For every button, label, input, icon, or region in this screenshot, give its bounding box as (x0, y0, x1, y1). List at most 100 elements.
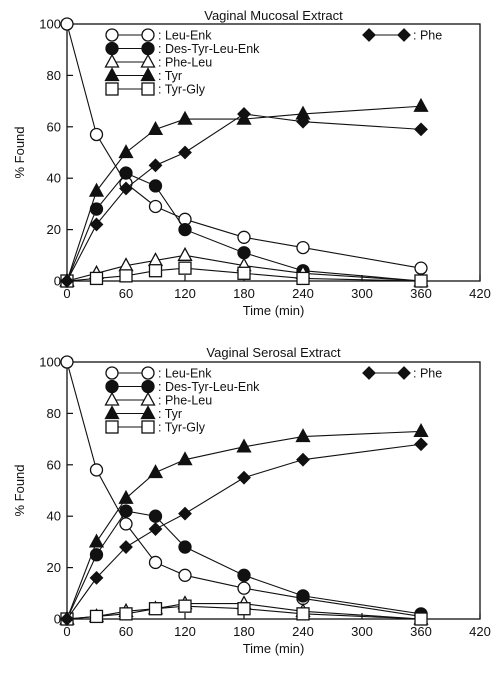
legend-marker (397, 366, 411, 380)
x-axis-label: Time (min) (243, 303, 305, 318)
data-point (237, 107, 251, 121)
legend-entry: : Phe (362, 366, 442, 381)
data-point (236, 438, 252, 453)
legend-entry: : Phe-Leu (104, 53, 212, 70)
data-point (296, 240, 310, 255)
data-point (177, 451, 193, 466)
legend-marker (141, 366, 155, 380)
data-point (178, 506, 192, 521)
data-point (178, 540, 192, 554)
data-point (118, 144, 134, 159)
y-tick-label: 20 (47, 560, 61, 575)
data-point (89, 609, 104, 624)
legend-label: : Tyr (158, 407, 182, 421)
series-line (66, 443, 422, 620)
legend-entry: : Des-Tyr-Leu-Enk (105, 41, 260, 56)
data-point (296, 271, 310, 286)
x-tick-label: 240 (292, 286, 314, 301)
x-tick-label: 60 (119, 286, 133, 301)
plot-frame (66, 23, 481, 282)
legend-label: : Tyr-Gly (158, 83, 206, 97)
data-point (413, 423, 429, 438)
x-tick-label: 360 (410, 624, 432, 639)
x-tick-label: 120 (174, 624, 196, 639)
y-tick-label: 100 (39, 355, 61, 370)
legend-entry: : Tyr-Gly (105, 420, 206, 435)
data-point (178, 568, 192, 582)
x-tick-label: 420 (469, 624, 491, 639)
data-point (237, 266, 251, 280)
data-point (148, 602, 163, 616)
data-point (414, 437, 428, 452)
legend-label: : Des-Tyr-Leu-Enk (158, 42, 260, 56)
series-line (66, 105, 422, 282)
data-point (414, 612, 428, 626)
series-Phe (60, 107, 428, 288)
legend-label: : Tyr (158, 69, 182, 83)
y-tick-label: 80 (47, 406, 61, 421)
data-point (119, 166, 133, 180)
legend-label: : Phe-Leu (158, 56, 212, 70)
series-Tyr (59, 97, 429, 287)
chart-panel-1: Vaginal Mucosal Extract 0 60 120 180 240 300 36… (12, 8, 491, 318)
legend-label: : Tyr-Gly (158, 421, 206, 435)
legend-marker (105, 366, 119, 380)
legend-marker (140, 405, 156, 420)
series-Leu-Enk (60, 355, 428, 624)
data-point (413, 97, 429, 112)
legend-marker (104, 53, 120, 68)
y-tick-label: 100 (39, 17, 61, 32)
y-axis-label: % Found (12, 464, 27, 516)
legend-entry: : Tyr (104, 405, 182, 421)
legend-marker (140, 67, 156, 82)
data-point (295, 428, 311, 443)
legend-marker (104, 391, 120, 406)
data-point (89, 217, 104, 232)
data-point (89, 127, 104, 142)
legend-marker (141, 82, 155, 96)
legend-entry: : Leu-Enk (105, 28, 212, 43)
data-point (119, 181, 133, 196)
data-point (147, 464, 164, 479)
legend-entry: : Des-Tyr-Leu-Enk (105, 379, 260, 394)
legend-marker (397, 28, 411, 42)
y-axis-label: % Found (12, 126, 27, 178)
legend-marker (140, 53, 156, 68)
series-line (66, 23, 422, 269)
data-point (414, 274, 428, 288)
data-point (147, 121, 164, 136)
x-tick-label: 300 (351, 624, 373, 639)
legend-marker (105, 82, 119, 96)
legend-marker (104, 405, 120, 420)
data-point (148, 264, 163, 278)
chart-title: Vaginal Mucosal Extract (204, 8, 343, 23)
data-point (177, 246, 193, 261)
data-point (148, 555, 163, 570)
legend-marker (105, 379, 119, 394)
y-tick-label: 80 (47, 68, 61, 83)
data-point (60, 274, 74, 288)
legend-marker (141, 41, 155, 56)
data-point (237, 246, 251, 260)
data-point (60, 355, 74, 369)
series-line (66, 113, 422, 282)
data-point (414, 261, 428, 275)
y-tick-label: 60 (47, 457, 61, 472)
legend-marker (105, 41, 119, 56)
data-point (89, 463, 104, 477)
data-point (89, 548, 104, 562)
series-line (66, 430, 422, 620)
data-point (60, 612, 74, 626)
data-point (178, 145, 192, 160)
data-point (60, 17, 74, 31)
series-Phe (60, 437, 428, 626)
legend-marker (140, 391, 156, 406)
data-point (237, 602, 251, 616)
data-point (118, 489, 134, 504)
data-point (119, 269, 133, 283)
x-tick-label: 0 (63, 286, 70, 301)
y-tick-label: 60 (47, 119, 61, 134)
data-point (178, 599, 192, 613)
legend-marker (104, 67, 120, 82)
